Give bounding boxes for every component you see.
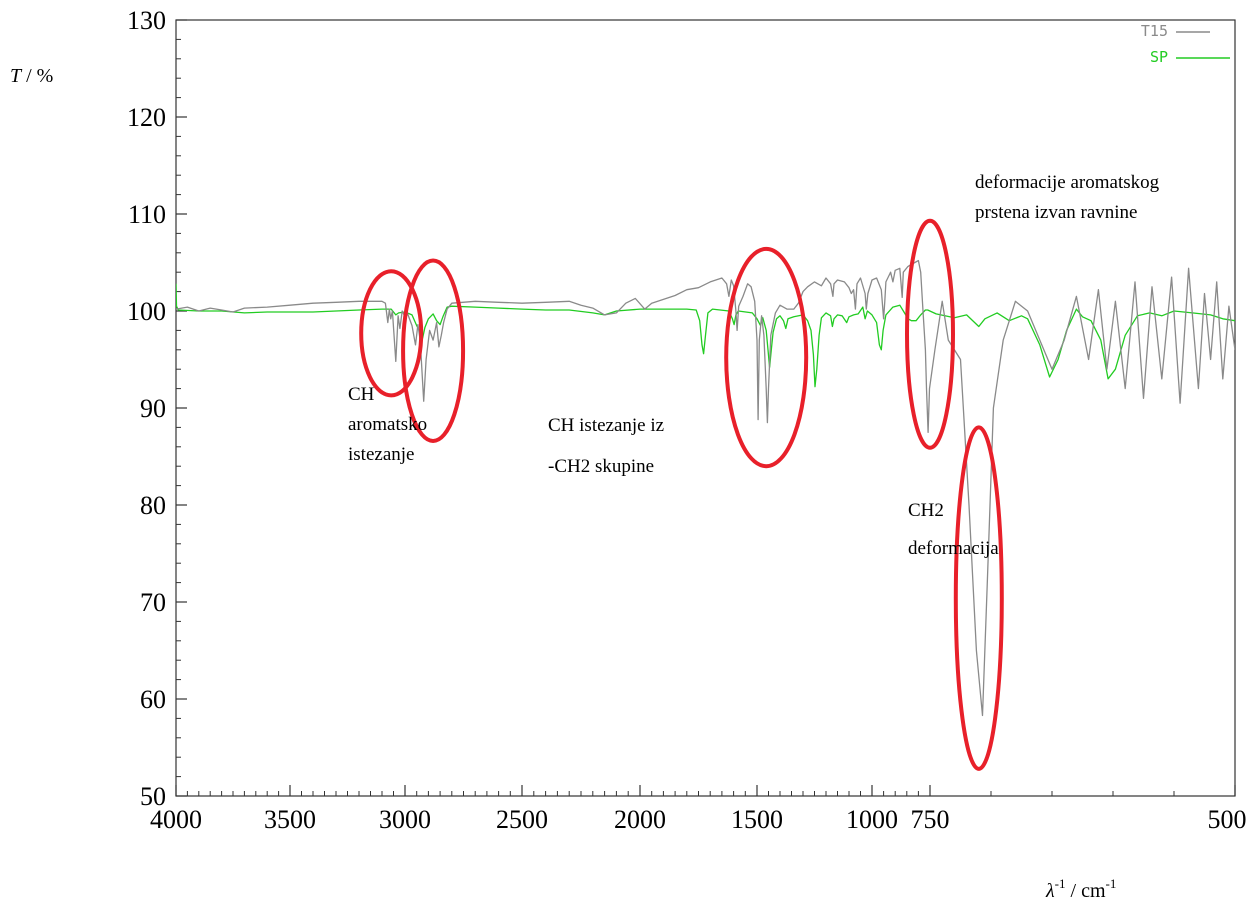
highlight-ellipse-1 (359, 269, 424, 398)
highlight-ellipse-5 (953, 425, 1004, 771)
y-tick-label: 80 (140, 491, 166, 520)
x-tick-label: 500 (1208, 805, 1247, 834)
y-axis-title: T / % (10, 65, 53, 87)
annotation-ch2-deformation: CH2 deformacija (908, 500, 999, 559)
y-tick-label: 120 (127, 103, 166, 132)
x-tick-label: 1000 (846, 805, 898, 834)
legend-label-t15: T15 (1141, 22, 1168, 40)
x-tick-label: 2000 (614, 805, 666, 834)
x-tick-label: 2500 (496, 805, 548, 834)
annotation-ring-deformation: deformacije aromatskog prstena izvan rav… (975, 172, 1164, 223)
annotation-ch-stretch: CH istezanje iz -CH2 skupine (548, 415, 669, 477)
series-line-t15 (176, 259, 1235, 717)
x-tick-label: 3500 (264, 805, 316, 834)
series-line-sp (176, 283, 1235, 388)
annotation-ch-aromatic: CH aromatsko istezanje (348, 384, 432, 465)
x-tick-label: 4000 (150, 805, 202, 834)
y-tick-label: 110 (128, 200, 166, 229)
y-tick-label: 100 (127, 297, 166, 326)
highlight-ellipse-4 (905, 218, 955, 450)
x-tick-label: 1500 (731, 805, 783, 834)
x-tick-label: 750 (911, 805, 950, 834)
x-axis-title: λ-1 / cm-1 (1045, 876, 1116, 902)
highlight-ellipse-3 (724, 246, 809, 469)
y-tick-label: 90 (140, 394, 166, 423)
series-layer (176, 259, 1235, 717)
legend-label-sp: SP (1150, 48, 1168, 66)
legend: T15 SP (1141, 22, 1230, 66)
y-tick-label: 70 (140, 588, 166, 617)
x-tick-label: 3000 (379, 805, 431, 834)
plot-frame (175, 19, 1236, 797)
highlight-ellipse-2 (401, 258, 466, 443)
y-tick-label: 50 (140, 782, 166, 811)
highlight-layer (359, 218, 1004, 771)
y-tick-label: 130 (127, 6, 166, 35)
y-tick-label: 60 (140, 685, 166, 714)
